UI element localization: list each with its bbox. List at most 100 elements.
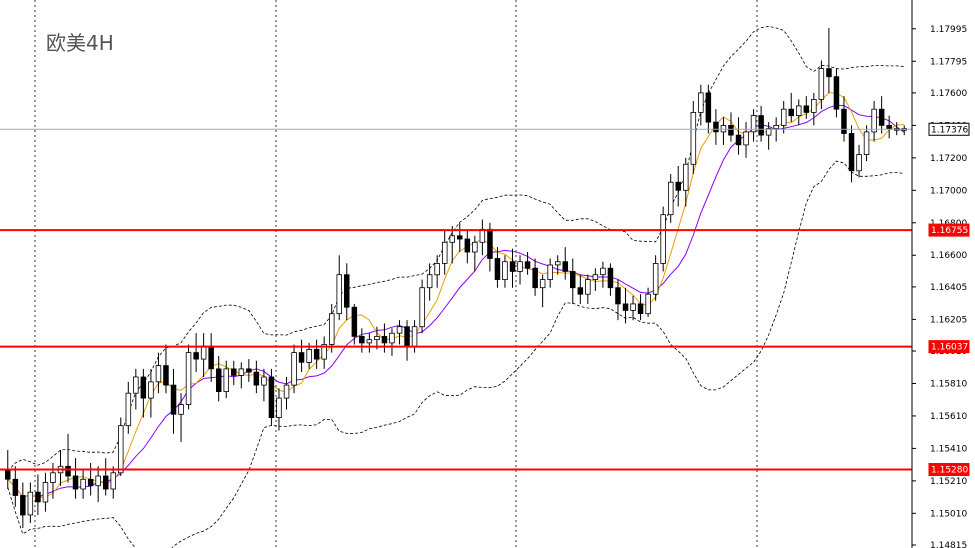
candle-body-up [434,262,440,276]
candle [321,336,327,369]
candle [298,339,305,373]
candle-body-up [479,228,486,243]
candle-body-up [291,352,297,386]
candle [743,122,749,158]
candle [494,247,501,288]
y-tick-label: 1.14815 [930,541,967,548]
candle-body-up [276,397,282,419]
candle [268,368,275,426]
current-price-tag [928,122,970,136]
candle [871,101,877,142]
candle [42,472,49,512]
candle [351,303,358,345]
candle [765,122,772,150]
candle [170,368,177,434]
candle-body-up [27,491,34,516]
candle [238,362,245,389]
candle [366,333,373,353]
level-tag-label: 1.15280 [931,466,968,476]
candle-body-down [622,303,629,311]
candle-body-up [321,344,327,360]
level-tag-label: 1.16755 [931,226,968,236]
candle [336,255,342,321]
candle-body-down [532,267,538,289]
current-price-tag-label: 1.17376 [931,125,968,135]
candle-body-down [87,478,94,487]
candle-body-down [359,335,365,344]
candle-body-up [441,241,448,264]
candle-body-down [103,475,109,490]
candle-body-down [570,271,576,289]
candle [856,144,862,178]
candle-body-down [230,368,237,376]
candle [27,482,34,524]
candle [283,376,290,410]
y-tick-label: 1.15410 [930,444,967,454]
candle-body-down [758,115,764,136]
candle-body-down [298,352,305,363]
candle [140,368,147,418]
candle-body-up [856,154,862,172]
candle [750,109,757,142]
chart-title: 欧美4H [46,31,114,55]
candle [434,255,440,288]
candle-body-down [253,371,260,386]
candle-body-down [65,465,71,477]
candle [441,230,448,275]
candle-body-up [50,472,56,483]
candle [35,474,41,515]
y-tick-label: 1.15210 [930,477,967,487]
candle-body-down [20,495,26,516]
candle-body-down [878,108,885,126]
candle [562,247,569,280]
candle [381,323,388,353]
y-tick-label: 1.17995 [930,25,967,35]
candle-body-down [456,235,463,240]
candle [103,458,109,496]
level-tag-label: 1.16037 [931,343,968,353]
candle-body-up [818,68,825,100]
candle-body-down [713,121,719,133]
candle-body-down [841,108,847,134]
candle [20,482,26,528]
candle [833,68,840,118]
candle-body-up [389,332,395,344]
candle-body-up [426,274,433,289]
candle [826,27,832,93]
candle-body-up [366,339,373,344]
candle [426,263,433,301]
candle [645,287,651,317]
y-tick-label: 1.16405 [930,283,967,293]
candle-body-down [735,134,742,146]
candle-body-up [517,261,523,272]
candle [555,255,561,275]
candle-body-up [660,214,666,264]
candle-body-down [803,105,810,113]
candle-body-up [419,287,425,328]
candle [675,165,682,207]
candle [95,466,101,502]
candle [796,99,802,126]
candle [261,368,267,402]
candle [517,255,523,285]
candle [291,344,297,394]
candle-body-down [577,287,584,295]
candle [532,258,538,296]
candle-body-down [826,68,832,78]
candle-body-down [509,261,516,272]
candle-body-up [95,475,101,487]
candle-body-down [494,258,501,281]
candle [570,258,576,304]
candle [863,125,870,162]
candle [148,368,154,418]
candle [72,458,79,499]
y-tick-label: 1.17000 [930,186,967,196]
candle-body-down [728,125,734,136]
candle [12,466,19,507]
candle [374,326,380,350]
candle-body-up [539,279,546,289]
candle [630,295,636,321]
y-tick-label: 1.16205 [930,315,967,325]
y-tick-label: 1.17600 [930,89,967,99]
level-tag [928,463,970,477]
